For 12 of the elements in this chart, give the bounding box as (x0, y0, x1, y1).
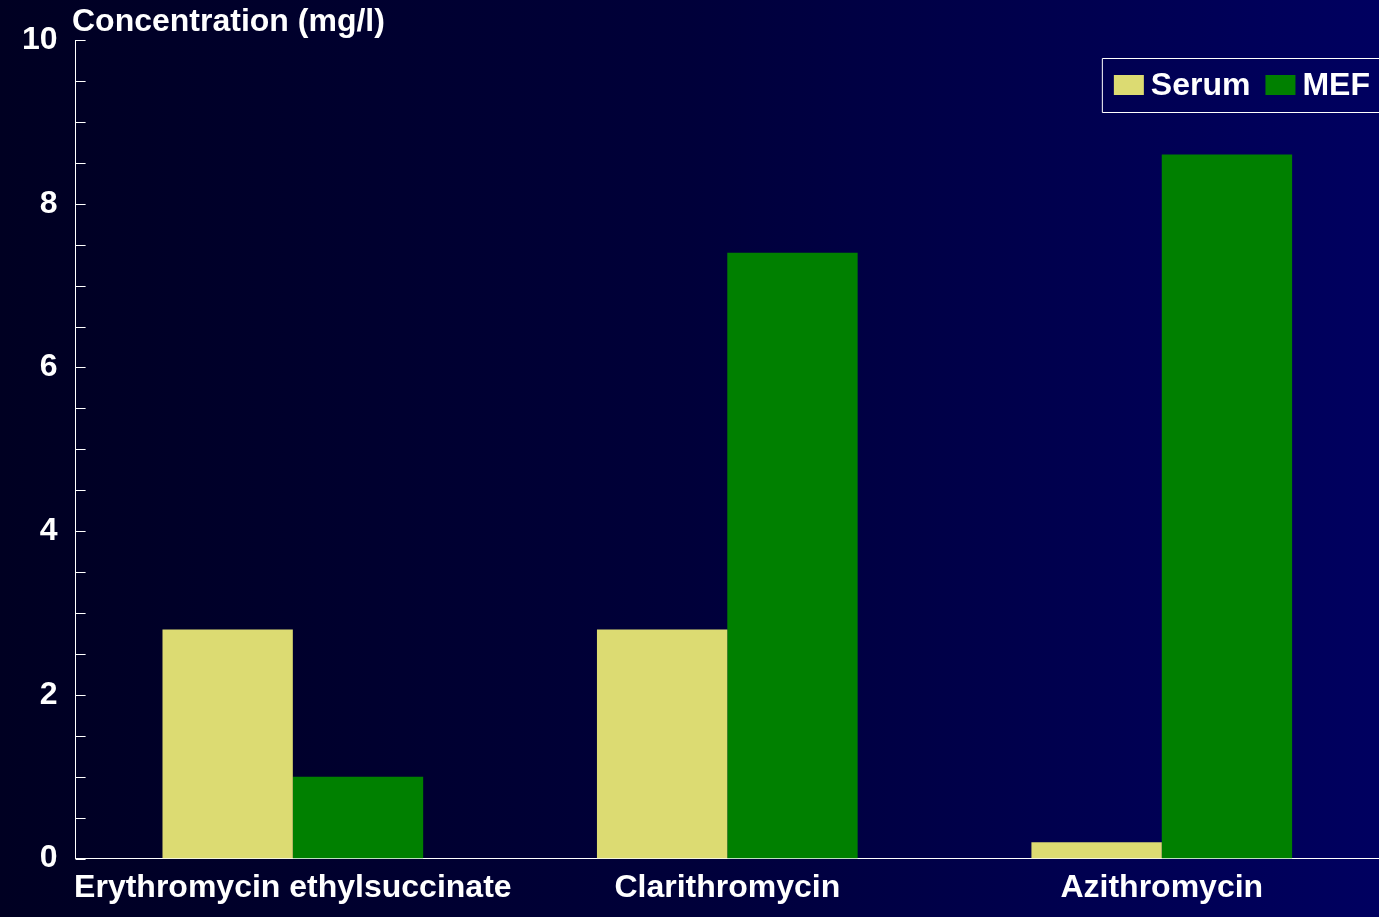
y-tick-label: 2 (39, 674, 58, 711)
y-tick-label: 8 (39, 183, 58, 220)
x-tick-label: Clarithromycin (614, 867, 841, 904)
x-tick-label: Azithromycin (1060, 867, 1264, 904)
y-tick-label: 4 (39, 510, 58, 547)
y-tick-label: 10 (22, 19, 58, 56)
legend-label: MEF (1302, 65, 1370, 102)
x-tick-label: Erythromycin ethylsuccinate (74, 867, 512, 904)
legend-label: Serum (1150, 65, 1251, 102)
y-tick-label: 0 (39, 838, 58, 875)
y-axis-title: Concentration (mg/l) (72, 1, 385, 38)
y-tick-label: 6 (39, 347, 58, 384)
